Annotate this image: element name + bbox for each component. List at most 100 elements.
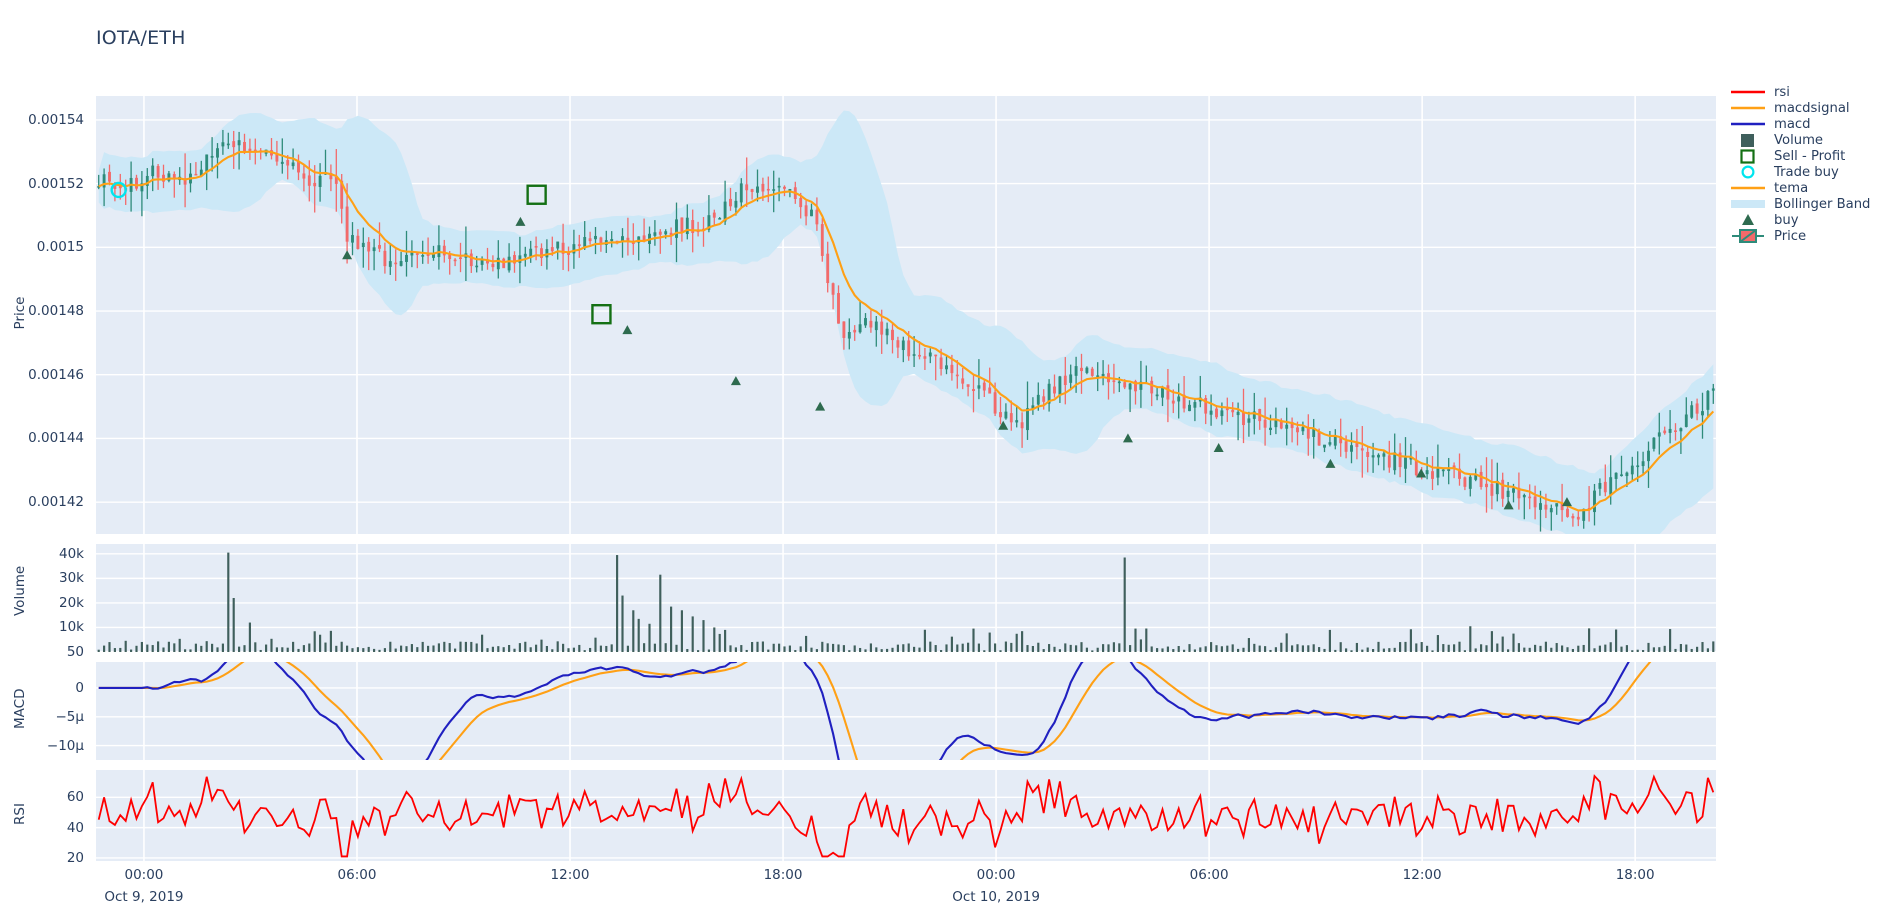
volume-bar <box>1555 643 1558 652</box>
volume-bar <box>448 643 451 652</box>
buy-marker <box>342 250 353 260</box>
volume-bar <box>1247 638 1250 652</box>
volume-y-tick: 50 <box>66 643 84 660</box>
volume-bar <box>1458 641 1461 652</box>
volume-bar <box>130 649 133 652</box>
volume-bar <box>589 647 592 652</box>
volume-bar <box>729 645 732 652</box>
volume-bar <box>151 645 154 652</box>
legend-label: Price <box>1774 228 1807 244</box>
volume-bar <box>1269 649 1272 652</box>
volume-bar <box>1674 648 1677 652</box>
volume-bar <box>1534 644 1537 652</box>
volume-bar <box>1053 646 1056 652</box>
buy-marker <box>815 401 826 411</box>
legend-item-macdsignal[interactable]: macdsignal <box>1728 100 1890 116</box>
volume-bar <box>1615 629 1618 652</box>
volume-bar <box>616 555 619 652</box>
rsi-y-tick: 60 <box>66 789 84 806</box>
volume-bar <box>610 644 613 652</box>
volume-bar <box>1339 642 1342 652</box>
volume-bar <box>783 646 786 652</box>
legend-item-volume[interactable]: Volume <box>1728 132 1890 148</box>
legend-item-bollinger-band[interactable]: Bollinger Band <box>1728 196 1890 212</box>
legend-item-buy[interactable]: buy <box>1728 212 1890 228</box>
volume-bar <box>356 647 359 652</box>
volume-bar <box>1274 647 1277 652</box>
volume-bar <box>1204 646 1207 652</box>
volume-bar <box>1663 645 1666 652</box>
volume-bar <box>178 638 181 652</box>
rsi-panel[interactable] <box>96 770 1716 861</box>
volume-bar <box>1361 649 1364 652</box>
legend-item-trade-buy[interactable]: Trade buy <box>1728 164 1890 180</box>
price-y-tick: 0.00144 <box>28 430 84 447</box>
rsi-y-tick: 40 <box>66 819 84 836</box>
volume-bar <box>1625 645 1628 652</box>
volume-bar <box>173 643 176 652</box>
volume-bar <box>1285 633 1288 652</box>
chart-title: IOTA/ETH <box>96 27 186 49</box>
legend-item-rsi[interactable]: rsi <box>1728 84 1890 100</box>
volume-bar <box>756 641 759 652</box>
volume-bar <box>1490 631 1493 652</box>
volume-bar <box>200 645 203 652</box>
volume-bar <box>605 645 608 652</box>
volume-bar <box>691 616 694 652</box>
volume-bar <box>286 647 289 652</box>
trade-buy-marker <box>110 181 127 199</box>
buy-marker <box>622 325 633 335</box>
volume-bar <box>810 647 813 652</box>
x-axis-tick: 12:00 <box>1402 867 1442 883</box>
volume-bar <box>502 647 505 652</box>
volume-bar <box>896 644 899 652</box>
volume-bar <box>491 646 494 652</box>
volume-bar <box>270 638 273 652</box>
legend-item-sell-profit[interactable]: Sell - Profit <box>1728 148 1890 164</box>
volume-bar <box>1058 649 1061 652</box>
legend-item-price[interactable]: Price <box>1728 228 1890 244</box>
volume-bar <box>1393 647 1396 652</box>
buy-marker <box>1213 442 1224 452</box>
volume-bar <box>1096 647 1099 652</box>
legend-item-tema[interactable]: tema <box>1728 180 1890 196</box>
price-panel[interactable] <box>96 96 1716 534</box>
volume-panel[interactable] <box>96 544 1716 652</box>
legend-item-macd[interactable]: macd <box>1728 116 1890 132</box>
volume-bar <box>1679 643 1682 652</box>
volume-y-ticks: 40k 30k 20k 10k 50 <box>0 544 84 660</box>
macd-panel[interactable] <box>96 662 1716 760</box>
volume-bar <box>788 645 791 652</box>
volume-bar <box>929 641 932 652</box>
legend-label: Trade buy <box>1774 164 1839 180</box>
volume-bar <box>626 645 629 652</box>
volume-bar <box>1426 645 1429 652</box>
chart-legend[interactable]: rsi macdsignal macd Volume Sell - Profit Trad… <box>1728 84 1890 244</box>
volume-bar <box>1620 646 1623 652</box>
volume-bar <box>378 649 381 652</box>
volume-bar <box>1631 650 1634 652</box>
volume-bar <box>1706 648 1709 652</box>
volume-bar <box>1242 647 1245 652</box>
legend-label: buy <box>1774 212 1799 228</box>
macd-y-tick: 0 <box>75 679 84 696</box>
volume-bar <box>670 606 673 652</box>
volume-bar <box>653 643 656 652</box>
price-y-tick: 0.00146 <box>28 366 84 383</box>
volume-bar <box>556 641 559 652</box>
volume-bar <box>432 645 435 652</box>
volume-bar <box>1199 647 1202 652</box>
volume-bar <box>1123 557 1126 652</box>
volume-bar <box>664 643 667 652</box>
buy-marker <box>1561 497 1572 507</box>
volume-bar <box>459 641 462 652</box>
volume-bar <box>1010 642 1013 652</box>
volume-bar <box>1291 645 1294 652</box>
volume-bar <box>1015 633 1018 652</box>
volume-bar <box>1253 643 1256 652</box>
volume-bar <box>1550 647 1553 652</box>
volume-bar <box>1609 642 1612 652</box>
volume-bar <box>1588 628 1591 652</box>
x-axis-tick: 00:00 <box>124 867 164 883</box>
volume-bar <box>529 647 532 652</box>
